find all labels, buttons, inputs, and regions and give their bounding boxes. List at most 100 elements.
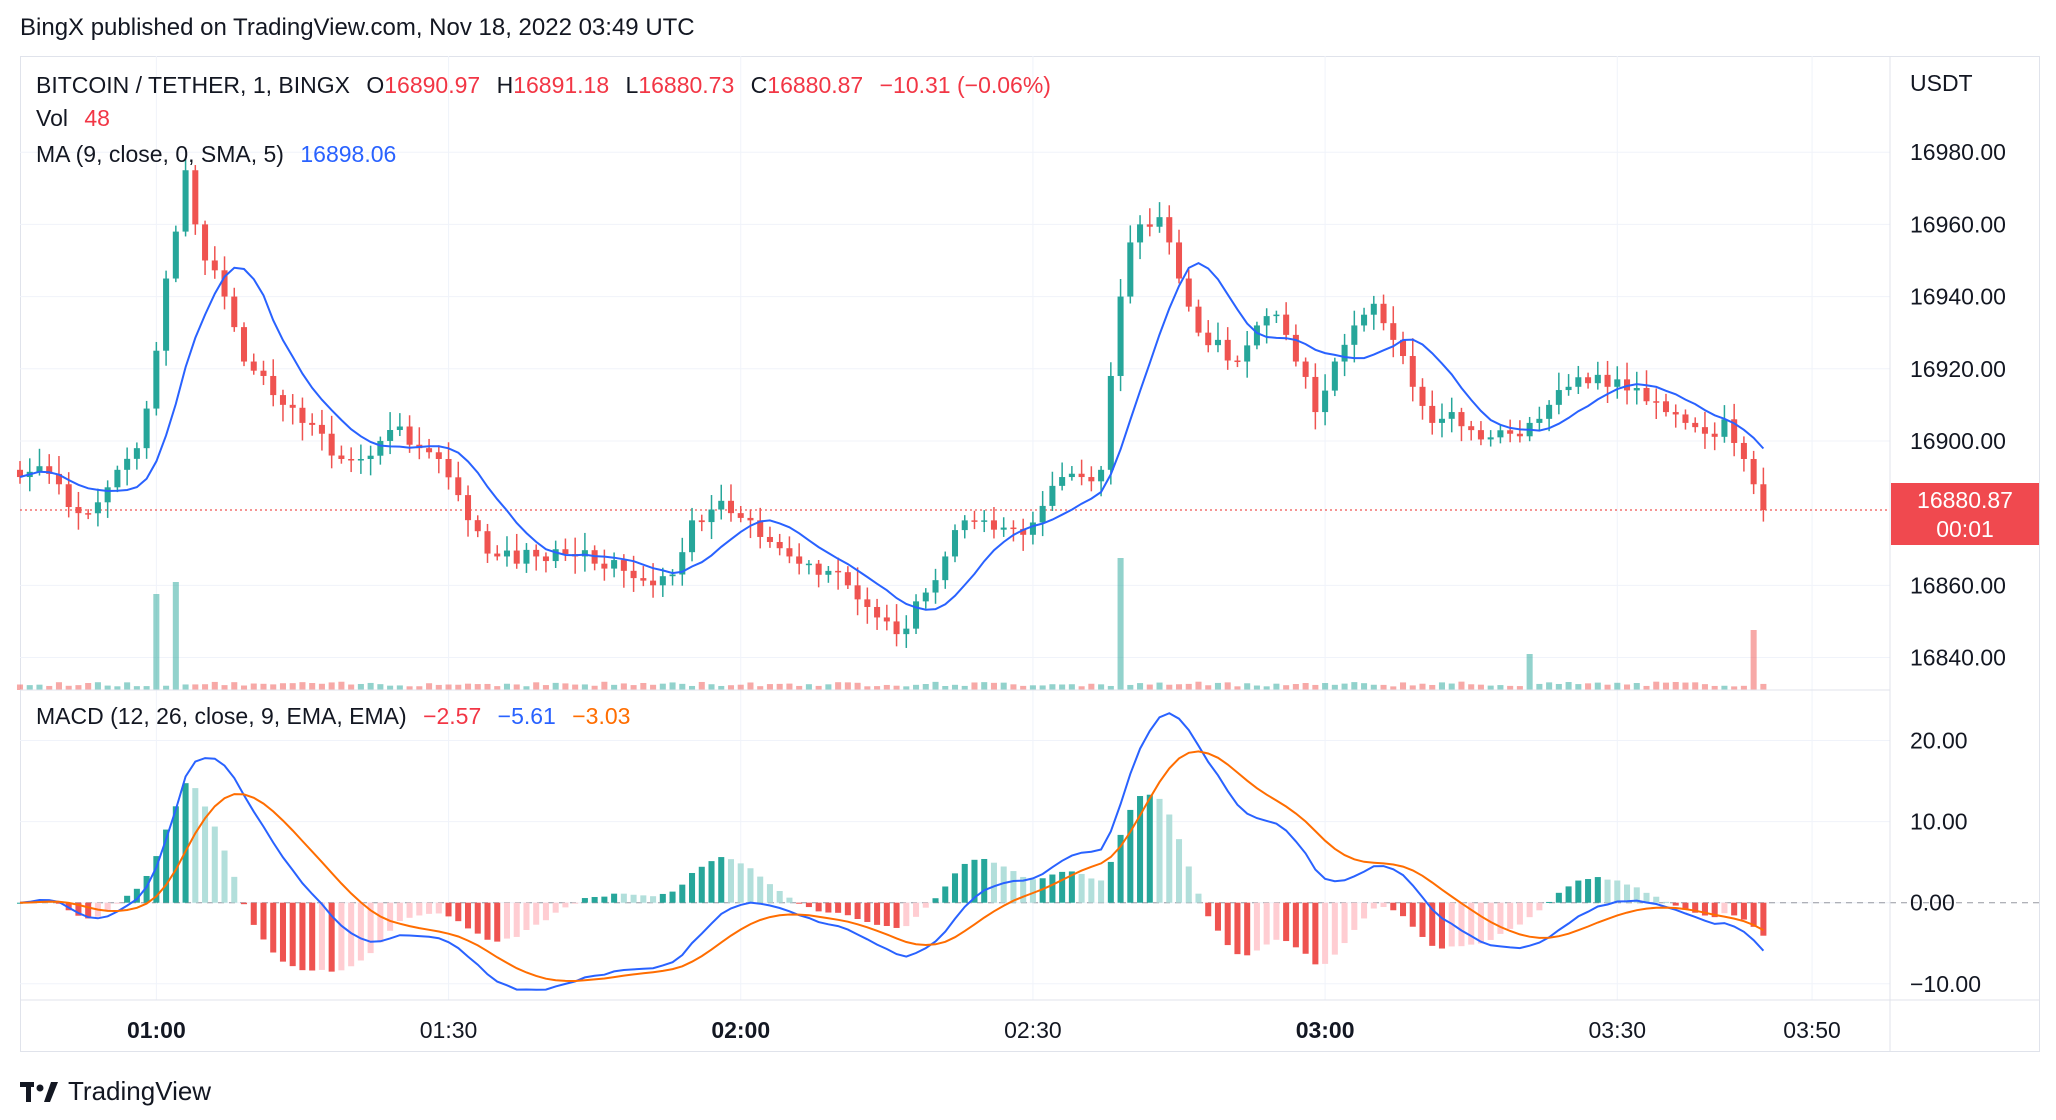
candle-body — [542, 556, 549, 562]
macd-legend[interactable]: MACD (12, 26, close, 9, EMA, EMA) −2.57 … — [36, 703, 640, 730]
candle-body — [552, 549, 559, 562]
volume-bar — [1020, 685, 1027, 690]
macd-histogram-bar — [1020, 876, 1027, 903]
macd-histogram-bar — [1721, 902, 1728, 914]
macd-histogram-bar — [1701, 902, 1708, 916]
open-label: O — [366, 72, 385, 98]
volume-bar — [922, 684, 929, 690]
candle-body — [601, 563, 608, 569]
volume-bar — [46, 685, 53, 690]
volume-bar — [270, 684, 277, 690]
volume-bar — [689, 685, 696, 690]
volume-bar — [669, 682, 676, 690]
volume-bar — [1419, 683, 1426, 690]
macd-histogram-bar — [1594, 877, 1601, 903]
candle-body — [16, 469, 24, 478]
volume-bar — [1195, 681, 1202, 690]
volume-bar — [338, 681, 345, 690]
volume-bar — [309, 683, 316, 690]
volume-bar — [1059, 684, 1066, 690]
volume-bar — [85, 683, 92, 690]
macd-histogram-bar — [1419, 902, 1426, 937]
candle-body — [1565, 386, 1572, 391]
macd-histogram-bar — [805, 902, 812, 908]
candle-body — [990, 520, 997, 530]
candle-body — [318, 424, 325, 434]
ma-legend[interactable]: MA (9, close, 0, SMA, 5) 16898.06 — [36, 141, 406, 168]
candle-body — [1536, 418, 1543, 423]
volume-bar — [796, 685, 803, 690]
candle-body — [1283, 314, 1290, 335]
volume-bar — [611, 684, 618, 690]
candle-body — [250, 361, 257, 371]
time-tick-label: 02:30 — [1004, 1017, 1062, 1043]
macd-histogram-bar — [698, 866, 705, 903]
macd-histogram-bar — [211, 826, 218, 903]
volume-bar — [36, 684, 43, 690]
candle-body — [1039, 505, 1046, 523]
candle-body — [192, 170, 199, 225]
macd-histogram-bar — [367, 902, 374, 954]
candle-body — [1701, 427, 1708, 434]
candle-body — [1029, 522, 1036, 535]
macd-histogram-bar — [124, 895, 131, 903]
tradingview-footer[interactable]: TradingView — [20, 1076, 211, 1107]
volume-bar — [114, 686, 121, 690]
macd-histogram-bar — [766, 884, 773, 903]
candle-body — [1555, 390, 1562, 405]
volume-bar — [1624, 684, 1631, 690]
macd-histogram-bar — [445, 902, 452, 917]
candle-body — [932, 580, 939, 593]
volume-bar — [1740, 685, 1747, 690]
macd-histogram-bar — [951, 873, 959, 903]
volume-bar — [533, 682, 540, 690]
volume-bar — [942, 686, 949, 690]
macd-histogram-bar — [455, 902, 462, 922]
volume-bar — [640, 682, 647, 690]
time-tick-label: 03:30 — [1589, 1017, 1647, 1043]
vol-legend[interactable]: Vol 48 — [36, 105, 120, 132]
macd-histogram-bar — [854, 902, 861, 920]
symbol-name[interactable]: BITCOIN / TETHER, 1, BINGX — [36, 72, 350, 98]
candle-body — [338, 455, 345, 459]
volume-bar — [153, 594, 160, 690]
candle-body — [387, 430, 394, 441]
candle-body — [94, 502, 101, 514]
volume-bar — [1331, 684, 1338, 690]
volume-bar — [1662, 682, 1670, 690]
macd-histogram-bar — [104, 902, 111, 912]
candle-body — [348, 458, 355, 461]
macd-histogram-bar — [1370, 902, 1377, 909]
volume-bar — [357, 683, 364, 690]
macd-histogram-bar — [1059, 871, 1066, 903]
volume-bar — [1049, 684, 1056, 690]
volume-bar — [1107, 685, 1114, 690]
candle-body — [1760, 484, 1767, 510]
candle-body — [65, 484, 72, 508]
tradingview-brand: TradingView — [68, 1076, 212, 1106]
volume-bar — [104, 685, 111, 690]
volume-bar — [1127, 684, 1134, 690]
macd-histogram-bar — [240, 902, 248, 905]
macd-histogram-bar — [231, 876, 238, 903]
macd-histogram-bar — [328, 902, 335, 972]
last-price: 16880.87 — [1917, 487, 2013, 513]
macd-histogram-bar — [1088, 878, 1095, 903]
candle-body — [1575, 377, 1582, 387]
candle-body — [903, 628, 910, 635]
candle-body — [1351, 325, 1358, 345]
candle-body — [1604, 374, 1611, 387]
candle-body — [1146, 224, 1153, 227]
volume-bar — [1322, 683, 1329, 690]
candle-body — [1711, 433, 1718, 437]
macd-histogram-bar — [1224, 902, 1231, 946]
change-value: −10.31 (−0.06%) — [879, 72, 1051, 98]
candle-body — [240, 327, 248, 362]
volume-bar — [240, 685, 248, 690]
macd-histogram-bar — [1477, 902, 1484, 944]
candle-body — [1662, 401, 1670, 413]
volume-bar — [951, 684, 959, 690]
candle-body — [1224, 339, 1231, 361]
candle-body — [1477, 430, 1484, 440]
